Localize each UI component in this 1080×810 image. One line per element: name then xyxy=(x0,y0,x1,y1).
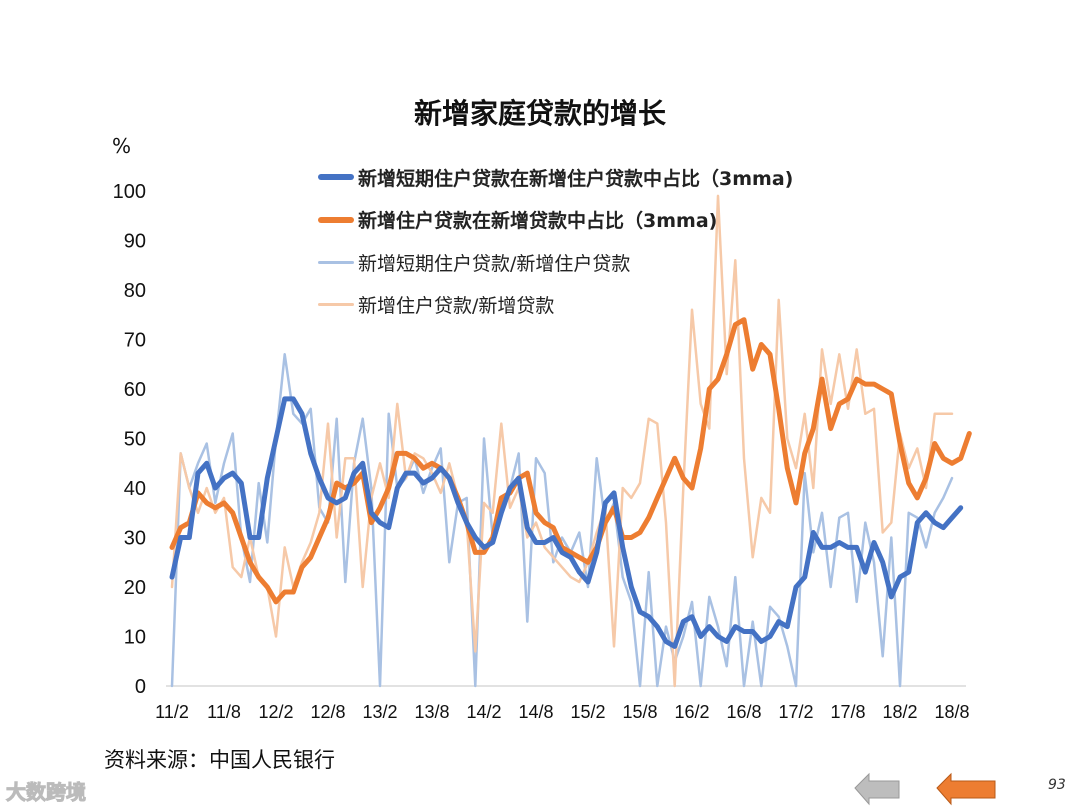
x-tick-label: 11/2 xyxy=(155,702,189,722)
series-line-0 xyxy=(169,396,964,649)
x-tick-label: 14/2 xyxy=(466,702,501,722)
left-arrow-icon xyxy=(936,772,996,806)
legend-item: 新增短期住户贷款/新增住户贷款 xyxy=(318,241,793,284)
legend-item: 新增短期住户贷款在新增住户贷款中占比（3mma) xyxy=(318,156,793,199)
x-tick-label: 13/8 xyxy=(414,702,449,722)
x-tick-label: 12/8 xyxy=(310,702,345,722)
x-tick-label: 18/8 xyxy=(934,702,969,722)
x-tick-label: 18/2 xyxy=(882,702,917,722)
source-note: 资料来源：中国人民银行 xyxy=(104,748,335,772)
x-tick-label: 15/2 xyxy=(570,702,605,722)
series-line-3 xyxy=(170,194,954,688)
series-line-1 xyxy=(169,317,972,605)
y-tick-label: 20 xyxy=(124,577,146,599)
series-line-2 xyxy=(170,353,954,688)
y-tick-label: 60 xyxy=(124,379,146,401)
x-tick-label: 13/2 xyxy=(362,702,397,722)
y-tick-label: 90 xyxy=(124,231,146,253)
x-tick-label: 12/2 xyxy=(258,702,293,722)
back-arrow-button[interactable] xyxy=(935,772,999,806)
legend-label: 新增短期住户贷款在新增住户贷款中占比（3mma) xyxy=(358,167,794,190)
x-tick-label: 11/8 xyxy=(207,702,241,722)
legend-swatch xyxy=(318,260,354,264)
legend-swatch xyxy=(318,303,354,307)
y-tick-label: 80 xyxy=(124,280,146,302)
y-tick-label: 30 xyxy=(124,528,146,550)
y-tick-label: 100 xyxy=(113,181,146,203)
chart-title: 新增家庭贷款的增长 xyxy=(413,97,666,130)
left-arrow-icon xyxy=(854,772,900,806)
legend-item: 新增住户贷款在新增贷款中占比（3mma) xyxy=(318,199,793,242)
x-tick-label: 17/2 xyxy=(778,702,813,722)
x-tick-label: 14/8 xyxy=(518,702,553,722)
y-tick-label: 40 xyxy=(124,478,146,500)
previous-arrow-button[interactable] xyxy=(853,772,903,806)
y-tick-label: 0 xyxy=(135,676,146,698)
x-tick-label: 15/8 xyxy=(622,702,657,722)
y-tick-label: 10 xyxy=(124,627,146,649)
x-tick-label: 16/2 xyxy=(674,702,709,722)
legend-label: 新增短期住户贷款/新增住户贷款 xyxy=(358,252,631,275)
watermark: 大数跨境 xyxy=(6,780,87,805)
y-axis-unit: % xyxy=(112,134,132,158)
y-tick-label: 70 xyxy=(124,330,146,352)
legend-label: 新增住户贷款/新增贷款 xyxy=(358,295,555,318)
legend: 新增短期住户贷款在新增住户贷款中占比（3mma) 新增住户贷款在新增贷款中占比（3… xyxy=(318,156,793,326)
y-tick-label: 50 xyxy=(124,429,146,451)
legend-label: 新增住户贷款在新增贷款中占比（3mma) xyxy=(358,210,718,233)
page-number: 93 xyxy=(1048,777,1066,793)
x-tick-label: 16/8 xyxy=(726,702,761,722)
x-tick-label: 17/8 xyxy=(830,702,865,722)
legend-swatch xyxy=(318,216,354,223)
legend-item: 新增住户贷款/新增贷款 xyxy=(318,284,793,327)
legend-swatch xyxy=(318,174,354,181)
